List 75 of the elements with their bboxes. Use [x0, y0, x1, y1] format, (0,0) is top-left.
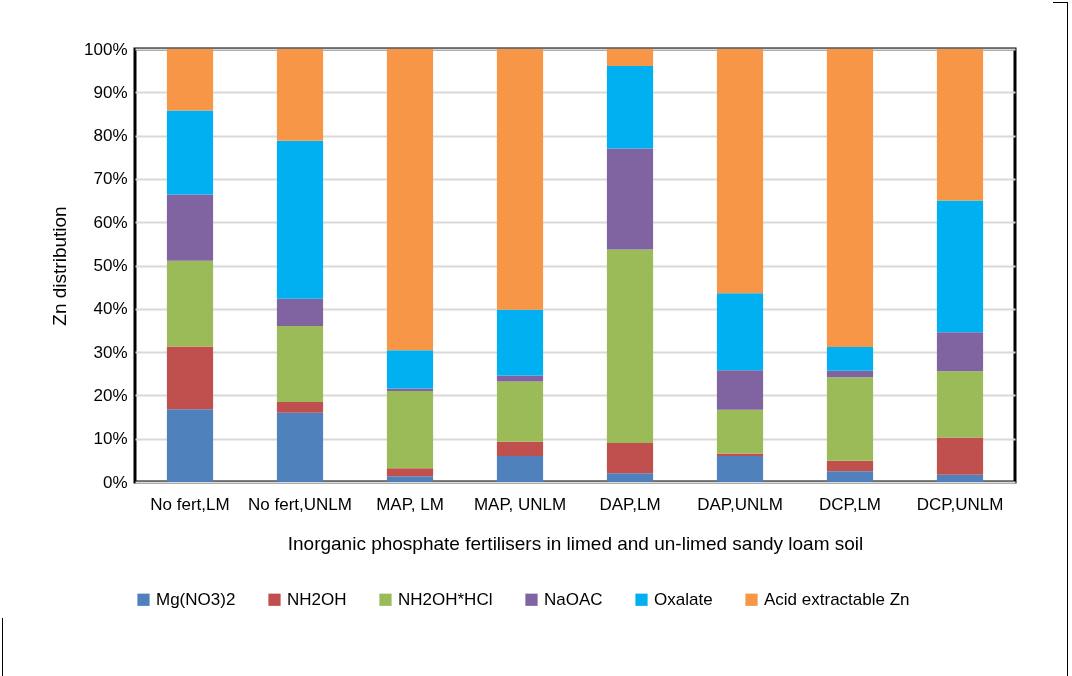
- bar: [936, 437, 984, 475]
- bar: [716, 49, 764, 294]
- y-tick-label: 0%: [102, 472, 128, 492]
- bar: [716, 453, 764, 457]
- bar: [936, 200, 984, 333]
- bar: [716, 456, 764, 482]
- bar: [386, 391, 434, 469]
- bar: [386, 49, 434, 351]
- bar: [826, 377, 874, 461]
- bar: [496, 381, 544, 442]
- bar: [166, 194, 214, 261]
- bar: [606, 65, 654, 149]
- bar: [606, 473, 654, 482]
- bar: [386, 388, 434, 392]
- x-tick-label: MAP, UNLM: [473, 494, 567, 514]
- y-tick-label: 20%: [93, 385, 128, 405]
- bar: [386, 476, 434, 482]
- x-tick-label: DCP,UNLM: [916, 494, 1004, 514]
- legend-label: NaOAC: [544, 589, 603, 609]
- x-axis-title: Inorganic phosphate fertilisers in limed and un-limed sandy loam soil: [287, 532, 864, 554]
- legend-label: Oxalate: [654, 589, 713, 609]
- bar: [496, 375, 544, 382]
- bar: [936, 474, 984, 482]
- bar: [606, 148, 654, 250]
- y-axis-title: Zn distribution: [49, 206, 71, 326]
- bar: [936, 332, 984, 372]
- bar: [716, 370, 764, 410]
- bar: [166, 346, 214, 410]
- bar: [276, 140, 324, 299]
- x-tick-label: DAP,UNLM: [697, 494, 783, 514]
- bar: [386, 468, 434, 477]
- bar: [276, 49, 324, 141]
- bar: [276, 326, 324, 402]
- y-tick-label: 50%: [93, 256, 128, 275]
- bar: [496, 309, 544, 376]
- bar: [716, 409, 764, 454]
- bar: [276, 298, 324, 327]
- bar: [166, 110, 214, 195]
- bar: [166, 260, 214, 347]
- bar: [716, 293, 764, 371]
- legend-label: Mg(NO3)2: [156, 589, 236, 609]
- bar: [826, 346, 874, 371]
- legend-label: NH2OH: [287, 589, 347, 609]
- y-tick-label: 70%: [93, 169, 128, 189]
- y-tick-label: 100%: [84, 39, 128, 59]
- bar: [166, 49, 214, 111]
- y-tick-label: 60%: [93, 212, 128, 232]
- bar: [826, 370, 874, 378]
- bar: [826, 49, 874, 347]
- x-tick-label: No fert,UNLM: [248, 494, 352, 514]
- bar: [276, 401, 324, 413]
- bar: [936, 49, 984, 201]
- y-tick-label: 10%: [93, 429, 128, 449]
- bar: [606, 249, 654, 444]
- x-tick-label: DCP,LM: [818, 494, 882, 514]
- bar: [606, 443, 654, 474]
- bar: [386, 350, 434, 389]
- bar: [826, 471, 874, 482]
- y-tick-label: 40%: [93, 299, 128, 319]
- bar: [496, 49, 544, 310]
- x-tick-label: DAP,LM: [599, 494, 661, 514]
- bar: [166, 409, 214, 482]
- bar: [496, 456, 544, 482]
- bar: [496, 441, 544, 457]
- legend-label: Acid extractable Zn: [764, 589, 910, 609]
- bar: [276, 412, 324, 482]
- x-tick-label: MAP, LM: [376, 494, 444, 514]
- x-tick-label: No fert,LM: [150, 494, 230, 514]
- y-tick-label: 30%: [93, 342, 128, 362]
- bar: [826, 460, 874, 472]
- legend-label: NH2OH*HCl: [398, 589, 493, 609]
- y-tick-label: 90%: [93, 82, 128, 102]
- y-tick-label: 80%: [93, 126, 128, 146]
- bar: [936, 371, 984, 438]
- bar: [606, 49, 654, 66]
